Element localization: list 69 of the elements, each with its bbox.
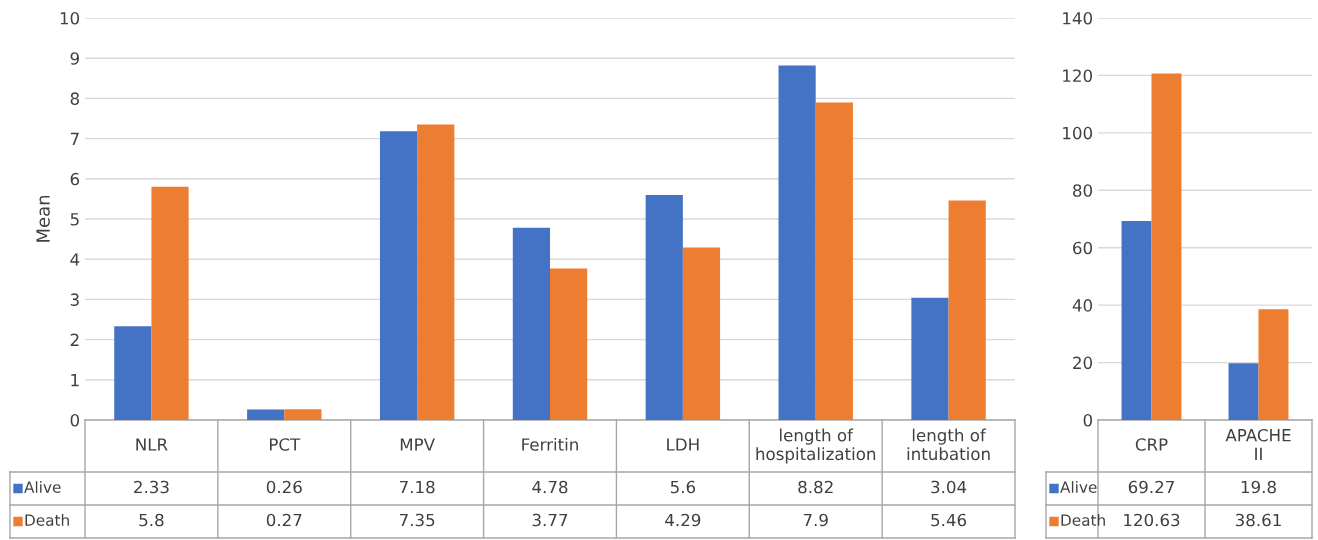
legend-label: Death	[25, 514, 69, 526]
y-tick-label: 7	[70, 132, 79, 145]
y-tick-label: 0	[1083, 413, 1093, 427]
bar	[114, 326, 152, 420]
data-label: 4.78	[532, 480, 568, 494]
bar	[911, 297, 949, 420]
y-axis-title: Mean	[36, 195, 50, 242]
y-tick-label: 0	[70, 413, 80, 427]
y-tick-label: 100	[1063, 126, 1093, 140]
legend-label: Alive	[1060, 481, 1097, 493]
bar	[948, 200, 986, 420]
y-tick-label: 3	[70, 293, 79, 306]
y-tick-label: 8	[70, 92, 79, 105]
bar	[284, 409, 322, 420]
data-label: 0.27	[266, 513, 302, 527]
x-tick-label: PCT	[269, 438, 301, 451]
x-tick-label: length of intubation	[907, 428, 990, 461]
y-tick-label: 1	[71, 373, 79, 387]
x-tick-label: NLR	[136, 438, 168, 451]
y-tick-label: 140	[1063, 11, 1093, 25]
bar	[550, 268, 588, 420]
x-tick-label: APACHE II	[1225, 428, 1291, 460]
y-tick-label: 10	[60, 11, 80, 25]
y-tick-label: 60	[1073, 241, 1093, 255]
y-tick-label: 5	[70, 213, 79, 226]
bar	[151, 186, 189, 420]
x-tick-label: Ferritin	[522, 437, 578, 451]
data-label: 4.29	[665, 513, 701, 527]
data-label: 0.26	[266, 480, 302, 494]
data-label: 7.35	[399, 513, 435, 527]
bar	[512, 227, 550, 420]
bar	[1151, 73, 1182, 420]
data-label: 5.6	[670, 480, 696, 494]
data-label: 7.18	[399, 480, 435, 494]
legend-label: Death	[1061, 514, 1105, 526]
data-label: 5.46	[931, 513, 967, 527]
y-tick-label: 80	[1073, 184, 1093, 197]
x-tick-label: length of hospitalization	[756, 428, 876, 464]
bar	[379, 131, 418, 420]
y-tick-label: 20	[1073, 356, 1093, 370]
data-label: 3.77	[532, 513, 568, 527]
y-tick-label: 4	[70, 253, 80, 266]
y-tick-label: 120	[1063, 69, 1093, 82]
bar	[682, 247, 721, 420]
y-tick-label: 9	[70, 52, 79, 65]
data-label: 69.27	[1128, 480, 1174, 494]
data-label: 2.33	[134, 480, 169, 494]
data-label: 38.61	[1235, 513, 1281, 527]
x-tick-label: LDH	[667, 438, 699, 451]
bar	[247, 409, 285, 420]
data-label: 8.82	[798, 480, 833, 494]
bar	[1228, 363, 1259, 420]
bar	[417, 124, 455, 420]
x-tick-label: CRP	[1135, 438, 1168, 451]
bar	[1258, 309, 1289, 420]
y-tick-label: 6	[70, 172, 80, 186]
bar	[1121, 221, 1152, 420]
data-label: 5.8	[139, 513, 164, 527]
data-label: 19.8	[1241, 480, 1276, 494]
x-tick-label: MPV	[400, 438, 435, 451]
data-label: 120.63	[1124, 513, 1180, 527]
legend-label: Alive	[24, 481, 61, 493]
y-tick-label: 40	[1072, 299, 1093, 312]
y-tick-label: 2	[70, 333, 79, 346]
data-label: 7.9	[803, 513, 828, 527]
data-label: 3.04	[931, 480, 967, 494]
bar	[778, 65, 816, 420]
bar	[645, 194, 683, 420]
bar	[815, 102, 853, 420]
